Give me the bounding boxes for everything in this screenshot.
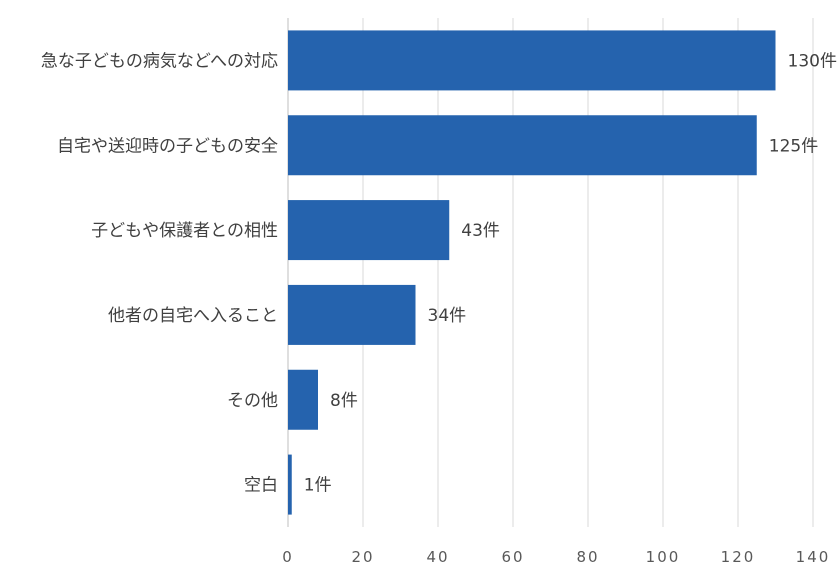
- category-label: その他: [227, 391, 278, 411]
- x-axis-ticks: 0 20 40 60 80 100 120 140: [282, 548, 831, 566]
- bar: [288, 30, 776, 91]
- data-label: 130件: [788, 51, 837, 71]
- x-tick-label: 140: [796, 548, 831, 566]
- data-label: 8件: [330, 391, 358, 411]
- bar: [288, 284, 416, 345]
- x-tick-label: 80: [576, 548, 599, 566]
- category-label: 自宅や送迎時の子どもの安全: [57, 136, 278, 156]
- category-label: 急な子どもの病気などへの対応: [41, 51, 278, 71]
- data-label: 34件: [428, 306, 467, 326]
- category-labels: 急な子どもの病気などへの対応自宅や送迎時の子どもの安全子どもや保護者との相性他者…: [41, 51, 278, 495]
- category-label: 子どもや保護者との相性: [91, 221, 278, 241]
- data-label: 125件: [769, 136, 818, 156]
- bar: [288, 200, 450, 261]
- x-tick-label: 60: [501, 548, 524, 566]
- x-tick-label: 100: [646, 548, 681, 566]
- x-tick-label: 120: [721, 548, 756, 566]
- x-tick-label: 20: [351, 548, 374, 566]
- bar: [288, 454, 292, 515]
- bars: [288, 30, 776, 515]
- grid-lines: [287, 18, 814, 527]
- data-label: 1件: [304, 476, 332, 496]
- category-label: 他者の自宅へ入ること: [108, 306, 278, 326]
- x-tick-label: 0: [282, 548, 294, 566]
- x-tick-label: 40: [426, 548, 449, 566]
- bar: [288, 369, 318, 430]
- value-labels: 130件 125件 43件 34件 8件 1件: [304, 51, 837, 495]
- bar: [288, 115, 757, 176]
- data-label: 43件: [461, 221, 500, 241]
- category-label: 空白: [244, 476, 278, 496]
